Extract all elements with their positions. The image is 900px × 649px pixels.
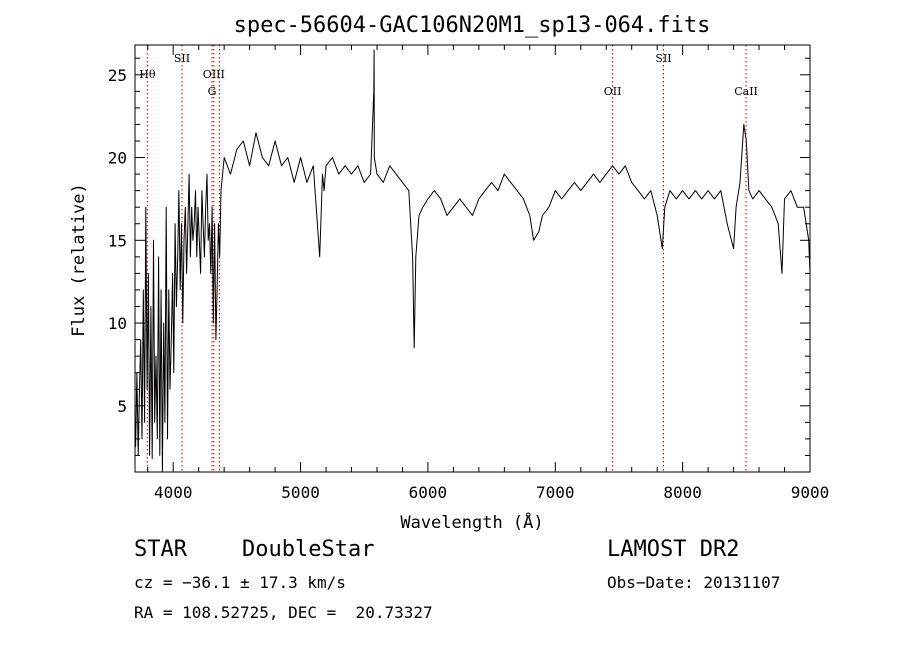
marker-label-7: CaII: [734, 85, 758, 98]
marker-label-3: G: [208, 85, 217, 98]
spectrum-plot: [135, 49, 811, 473]
redshift-cz: cz = −36.1 ± 17.3 km/s: [134, 573, 346, 592]
y-tick-label-3: 20: [108, 149, 127, 168]
x-tick-label-4: 8000: [663, 483, 702, 502]
marker-label-2: OIII: [203, 68, 225, 81]
marker-label-5: OII: [604, 85, 622, 98]
object-subclass: DoubleStar: [242, 537, 375, 562]
survey-name: LAMOST DR2: [607, 537, 740, 562]
x-tick-label-1: 5000: [281, 483, 320, 502]
y-tick-label-0: 5: [117, 397, 127, 416]
marker-label-1: SII: [174, 52, 190, 65]
x-axis-label: Wavelength (Å): [400, 511, 543, 533]
y-axis-label: Flux (relative): [69, 183, 89, 337]
y-tick-label-4: 25: [108, 66, 127, 85]
coordinates: RA = 108.52725, DEC = 20.73327: [134, 603, 433, 622]
x-tick-label-5: 9000: [791, 483, 830, 502]
axes: 4000 5000 6000 7000 8000 9000 5 10 15 20 25: [108, 45, 830, 502]
y-tick-label-1: 10: [108, 314, 127, 333]
y-tick-label-2: 15: [108, 231, 127, 250]
x-tick-label-2: 6000: [409, 483, 448, 502]
marker-label-0: Hθ: [139, 68, 156, 81]
marker-label-6: SII: [655, 52, 671, 65]
plot-frame: [134, 44, 811, 473]
x-tick-label-0: 4000: [154, 483, 193, 502]
x-tick-label-3: 7000: [536, 483, 575, 502]
chart-title: spec-56604-GAC106N20M1_sp13-064.fits: [234, 13, 711, 38]
observation-date: Obs−Date: 20131107: [607, 573, 781, 592]
spectrum-series-0: [135, 49, 811, 473]
emission-line-markers: Hθ SII OIII G OII SII CaII: [139, 45, 758, 472]
object-class: STAR: [134, 537, 187, 562]
